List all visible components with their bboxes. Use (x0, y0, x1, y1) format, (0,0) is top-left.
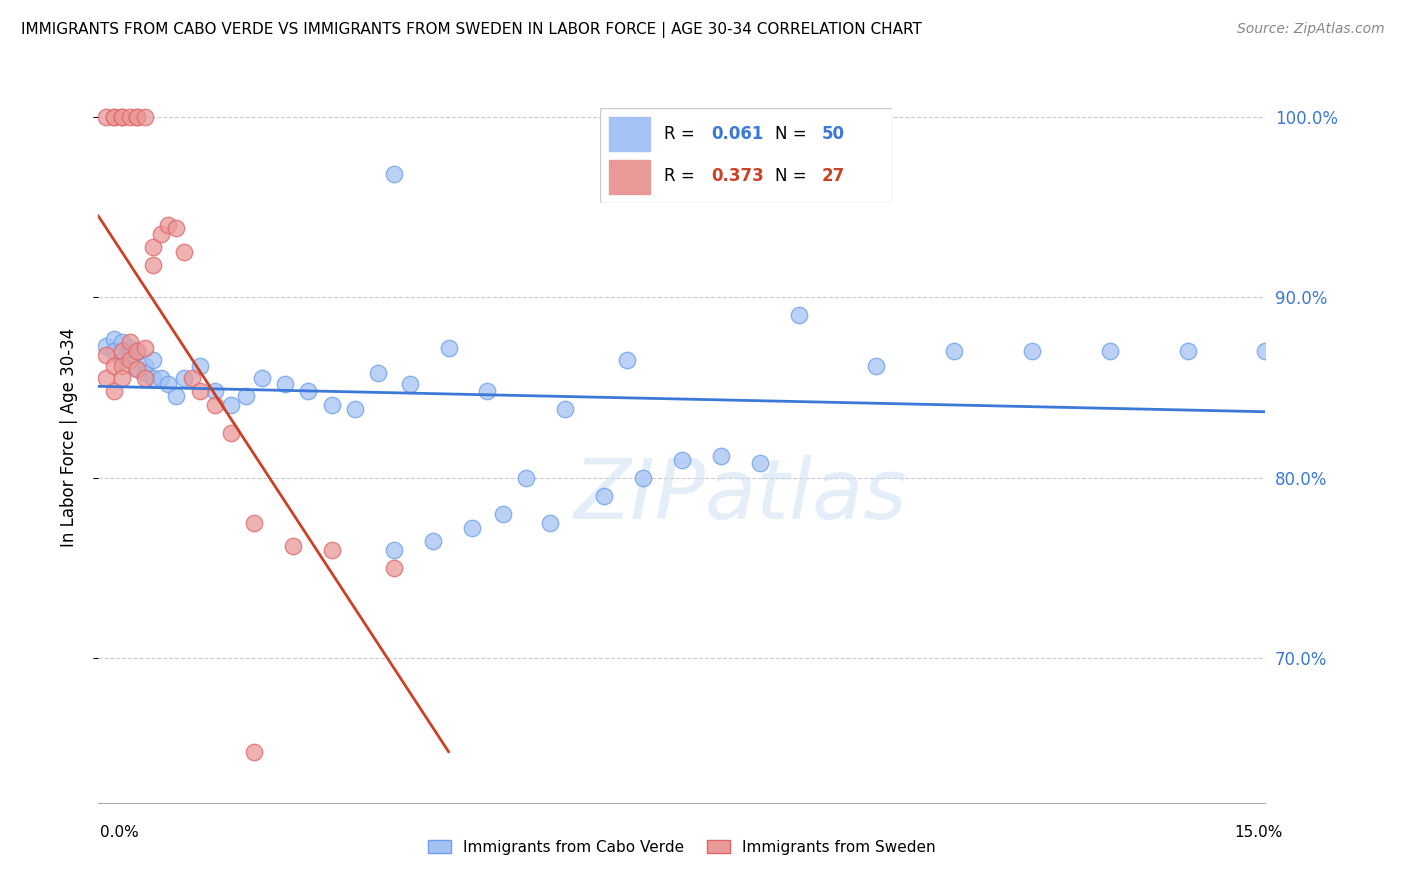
Text: 0.0%: 0.0% (100, 825, 139, 840)
Point (554, 402, 576, 417)
Point (204, 384, 226, 398)
Point (204, 399, 226, 413)
Point (398, 376, 420, 391)
Point (748, 456, 770, 470)
Text: 15.0%: 15.0% (1234, 825, 1282, 840)
Point (235, 389, 257, 403)
Point (321, 399, 343, 413)
Point (111, 353, 134, 368)
Point (127, 362, 149, 376)
Point (127, 344, 149, 359)
Y-axis label: In Labor Force | Age 30-34: In Labor Force | Age 30-34 (59, 327, 77, 547)
Point (671, 452, 693, 467)
Point (422, 533, 444, 548)
Point (134, 371, 156, 385)
Point (157, 218, 180, 232)
Point (165, 389, 187, 403)
Point (710, 449, 733, 463)
Point (96, 371, 118, 385)
Point (127, 110, 149, 124)
Text: ZIPatlas: ZIPatlas (574, 455, 907, 536)
Point (787, 308, 810, 322)
Point (134, 366, 156, 380)
Point (515, 471, 537, 485)
Point (142, 353, 165, 368)
Point (96, 348, 118, 362)
Point (1098, 344, 1121, 359)
Point (111, 110, 134, 124)
Point (281, 539, 304, 553)
Legend: Immigrants from Cabo Verde, Immigrants from Sweden: Immigrants from Cabo Verde, Immigrants f… (422, 834, 942, 861)
Text: IMMIGRANTS FROM CABO VERDE VS IMMIGRANTS FROM SWEDEN IN LABOR FORCE | AGE 30-34 : IMMIGRANTS FROM CABO VERDE VS IMMIGRANTS… (21, 22, 922, 38)
Point (243, 745, 266, 759)
Point (188, 359, 211, 373)
Point (538, 516, 561, 530)
Point (134, 110, 156, 124)
Point (134, 341, 156, 355)
Point (173, 244, 195, 259)
Point (103, 384, 125, 398)
Point (149, 227, 172, 241)
Point (297, 384, 319, 398)
Point (127, 344, 149, 359)
Point (367, 366, 389, 380)
Point (1021, 344, 1043, 359)
Point (250, 371, 273, 385)
Point (1254, 344, 1277, 359)
Point (127, 362, 149, 376)
Point (111, 335, 134, 350)
Point (243, 516, 266, 530)
Point (180, 371, 202, 385)
Point (111, 344, 134, 359)
Point (134, 359, 156, 373)
Point (96, 339, 118, 353)
Point (321, 543, 343, 558)
Point (118, 335, 141, 350)
Point (382, 543, 405, 558)
Point (173, 371, 195, 385)
Point (103, 110, 125, 124)
Point (344, 402, 367, 417)
Point (461, 521, 484, 535)
Point (157, 376, 180, 391)
Point (274, 376, 297, 391)
Point (219, 425, 242, 440)
Point (616, 353, 638, 368)
Point (437, 341, 460, 355)
Point (149, 371, 172, 385)
Point (631, 471, 654, 485)
Point (118, 353, 141, 368)
Point (118, 341, 141, 355)
Point (118, 110, 141, 124)
Point (103, 110, 125, 124)
Point (1177, 344, 1199, 359)
Point (127, 110, 149, 124)
Point (103, 332, 125, 346)
Text: Source: ZipAtlas.com: Source: ZipAtlas.com (1237, 22, 1385, 37)
Point (593, 489, 616, 503)
Point (477, 384, 499, 398)
Point (382, 167, 405, 181)
Point (165, 221, 187, 235)
Point (111, 110, 134, 124)
Point (103, 344, 125, 359)
Point (111, 371, 134, 385)
Point (142, 371, 165, 385)
Point (118, 348, 141, 362)
Point (188, 384, 211, 398)
Point (865, 359, 887, 373)
Point (103, 359, 125, 373)
Point (142, 258, 165, 272)
Point (382, 561, 405, 575)
Point (219, 399, 242, 413)
Point (943, 344, 966, 359)
Point (111, 359, 134, 373)
Point (96, 110, 118, 124)
Point (492, 507, 515, 521)
Point (142, 239, 165, 253)
